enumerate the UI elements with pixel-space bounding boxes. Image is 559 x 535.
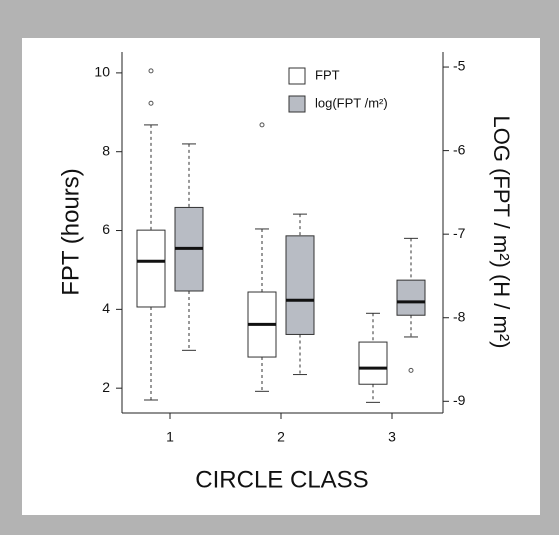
x-tick-label: 2 (277, 429, 285, 445)
y2-tick-label: -6 (453, 141, 466, 157)
outlier (259, 122, 265, 128)
outlier (148, 68, 154, 74)
box (358, 341, 388, 385)
y-tick-label: 10 (94, 64, 110, 80)
outlier (408, 367, 414, 373)
y-axis-label: FPT (hours) (57, 168, 84, 296)
y-tick-label: 6 (102, 221, 110, 237)
box (136, 229, 166, 308)
y-tick-label: 4 (102, 300, 110, 316)
y2-axis-label: LOG (FPT / m²) (H / m²) (489, 115, 514, 348)
box (285, 235, 315, 335)
legend-label: FPT (315, 67, 340, 82)
y-tick-label: 8 (102, 142, 110, 158)
y2-tick-label: -5 (453, 58, 466, 74)
x-tick-label: 3 (388, 429, 396, 445)
y2-tick-label: -8 (453, 308, 466, 324)
legend-label: log(FPT /m²) (315, 95, 388, 110)
x-axis-label: CIRCLE CLASS (195, 466, 368, 493)
y2-tick-label: -9 (453, 392, 466, 408)
panel (22, 38, 540, 515)
legend-swatch (288, 95, 306, 113)
x-tick-label: 1 (166, 429, 174, 445)
y-tick-label: 2 (102, 379, 110, 395)
outlier (148, 100, 154, 106)
box (396, 279, 426, 316)
legend-swatch (288, 67, 306, 85)
y2-tick-label: -7 (453, 225, 466, 241)
